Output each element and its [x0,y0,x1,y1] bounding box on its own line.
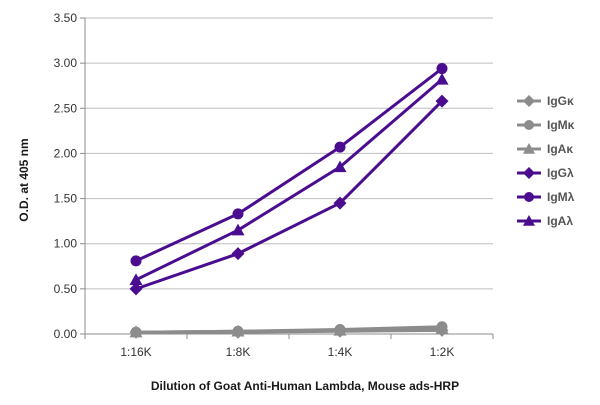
data-point [333,323,347,336]
x-tick-label: 1:8K [226,345,251,359]
series-5 [129,72,449,286]
data-point [334,141,346,153]
series-line [135,67,443,263]
legend: IgGκ IgMκ IgAκ IgGλ IgMλ IgAλ [517,94,575,228]
legend-label: IgAκ [547,142,573,156]
legend-item: IgAλ [517,214,573,228]
y-tick-label: 2.50 [54,101,78,115]
data-point [231,247,245,261]
y-tick-label: 3.50 [54,11,78,25]
data-point [129,273,143,286]
y-tick-label: 3.00 [54,56,78,70]
data-point [435,322,449,334]
series-4 [130,63,448,267]
data-point [232,208,244,220]
legend-label: IgGκ [547,94,574,108]
series-line [135,100,444,291]
x-tick-label: 1:16K [120,345,151,359]
x-tick-label: 1:4K [328,345,353,359]
x-axis-ticks: 1:16K 1:8K 1:4K 1:2K [84,334,494,359]
y-tick-label: 1.00 [54,237,78,251]
x-axis-title: Dilution of Goat Anti-Human Lambda, Mous… [151,379,459,393]
legend-marker [524,192,534,202]
legend-marker [524,120,534,130]
legend-marker [523,167,535,179]
data-point [129,325,143,338]
y-tick-label: 0.50 [54,282,78,296]
data-point [435,94,449,108]
series-layer [129,63,449,339]
legend-label: IgGλ [547,166,574,180]
data-point [333,160,347,173]
x-tick-label: 1:2K [430,345,455,359]
legend-label: IgAλ [547,214,573,228]
legend-item: IgMκ [517,118,575,132]
y-axis-title: O.D. at 405 nm [17,138,31,221]
series-3 [129,94,449,296]
y-tick-label: 2.00 [54,146,78,160]
y-tick-label: 1.50 [54,192,78,206]
series-2 [129,322,449,338]
data-point [436,63,448,75]
data-point [231,324,245,337]
grid-lines [85,17,493,290]
y-axis-ticks: 0.00 0.50 1.00 1.50 2.00 2.50 3.00 3.50 [54,11,85,341]
legend-marker [523,215,535,226]
legend-marker [523,143,535,154]
legend-item: IgGκ [517,94,574,108]
legend-item: IgGλ [517,166,574,180]
data-point [129,282,143,296]
legend-item: IgMλ [517,190,575,204]
data-point [231,223,245,236]
legend-item: IgAκ [517,142,573,156]
legend-label: IgMλ [547,190,575,204]
data-point [333,196,347,210]
series-line [135,78,443,282]
y-tick-label: 0.00 [54,327,78,341]
legend-marker [523,95,535,107]
data-point [435,72,449,85]
legend-label: IgMκ [547,118,575,132]
series-line [135,327,443,334]
data-point [130,255,142,267]
